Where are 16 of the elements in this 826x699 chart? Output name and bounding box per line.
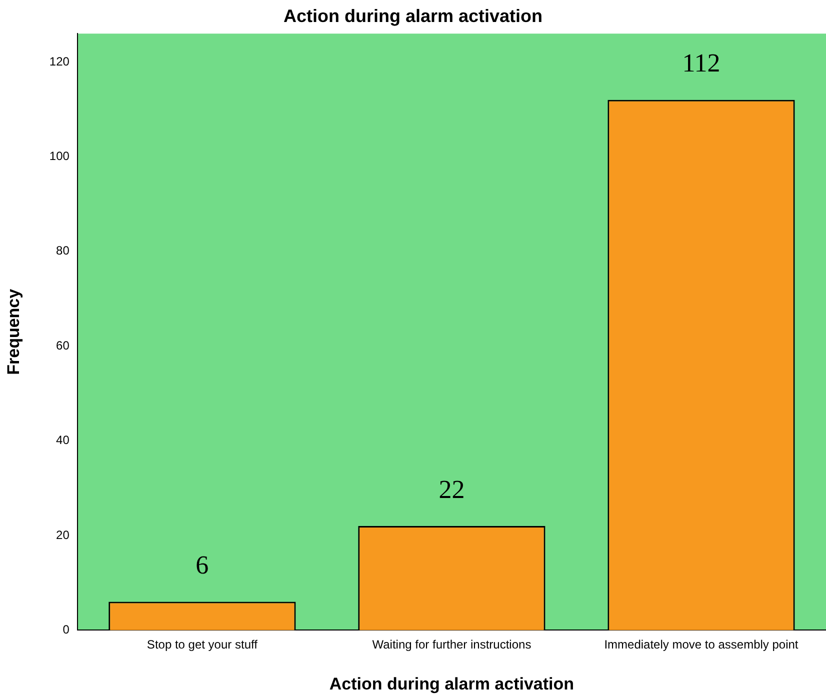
y-axis-title: Frequency: [4, 288, 23, 375]
y-tick-label: 0: [62, 622, 70, 637]
data-label: 112: [682, 48, 720, 78]
y-tick-label: 60: [56, 338, 70, 352]
x-tick-label: Immediately move to assembly point: [604, 638, 799, 652]
chart-title: Action during alarm activation: [283, 6, 543, 26]
x-axis-title: Action during alarm activation: [329, 674, 574, 694]
y-tick-label: 20: [56, 528, 70, 542]
y-tick-label: 100: [49, 149, 70, 164]
x-tick-label: Stop to get your stuff: [146, 638, 258, 652]
y-tick-label: 120: [49, 54, 70, 68]
data-label: 6: [196, 550, 209, 580]
data-label: 22: [438, 474, 465, 504]
x-tick-label: Waiting for further instructions: [372, 638, 532, 652]
y-tick-label: 80: [56, 244, 70, 258]
y-tick-label: 40: [56, 433, 70, 448]
